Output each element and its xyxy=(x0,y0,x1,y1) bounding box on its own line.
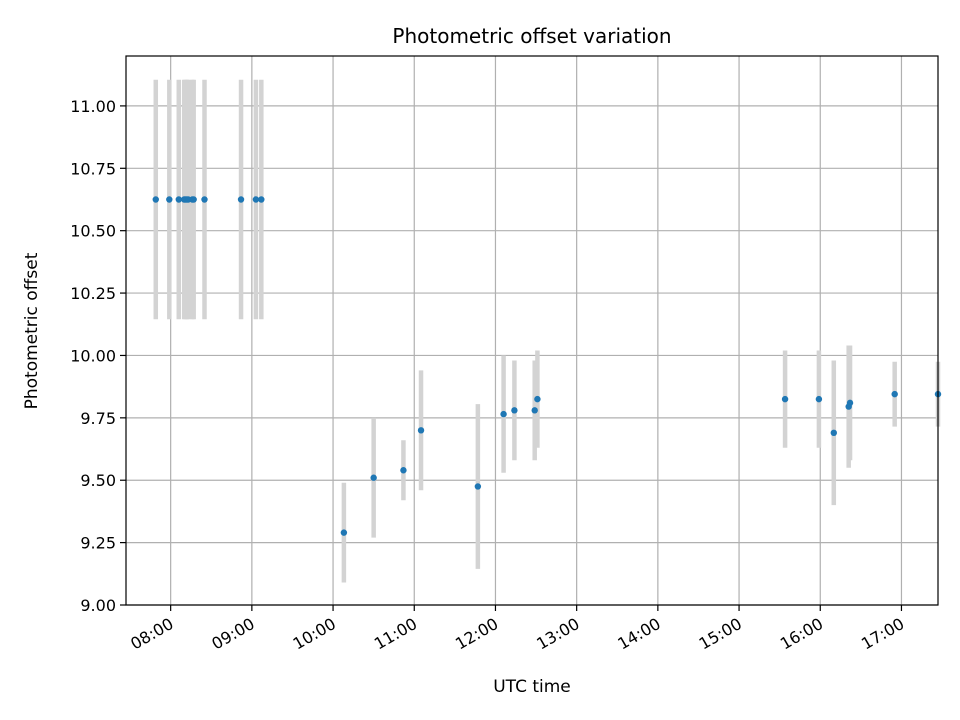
data-point xyxy=(370,474,377,481)
plot-area-frame xyxy=(125,55,939,606)
y-tick-label: 9.75 xyxy=(80,409,116,428)
data-point xyxy=(400,467,407,474)
data-point xyxy=(417,427,425,434)
data-point xyxy=(534,395,541,403)
y-tick-label: 9.50 xyxy=(80,471,116,490)
y-tick-label: 10.50 xyxy=(70,222,116,241)
data-point xyxy=(474,483,482,490)
data-point xyxy=(815,395,823,403)
chart-title: Photometric offset variation xyxy=(392,24,671,48)
data-point xyxy=(891,390,898,398)
data-point xyxy=(252,196,260,203)
data-point xyxy=(340,529,348,536)
data-point xyxy=(781,395,789,403)
data-point xyxy=(190,196,197,203)
y-axis-title: Photometric offset xyxy=(22,252,42,409)
data-point xyxy=(846,399,854,407)
y-tick-label: 9.25 xyxy=(80,534,116,553)
data-point xyxy=(511,407,518,414)
y-tick-label: 9.00 xyxy=(80,596,116,615)
data-point xyxy=(531,407,538,414)
x-axis-title: UTC time xyxy=(493,677,571,697)
y-tick-label: 10.25 xyxy=(70,284,116,303)
y-tick-label: 10.00 xyxy=(70,346,116,365)
data-point xyxy=(152,196,159,203)
y-tick-label: 11.00 xyxy=(70,97,116,116)
data-point xyxy=(166,196,173,203)
y-axis-ticks: 9.00 9.25 9.50 9.75 10.00 10.25 10.50 10.75 11.0… xyxy=(70,97,126,615)
y-tick-label: 10.75 xyxy=(70,159,116,178)
data-point xyxy=(500,410,507,418)
data-point xyxy=(258,196,265,203)
data-point xyxy=(175,196,182,203)
data-point xyxy=(830,429,837,437)
data-point xyxy=(237,196,245,203)
data-point xyxy=(201,196,208,203)
